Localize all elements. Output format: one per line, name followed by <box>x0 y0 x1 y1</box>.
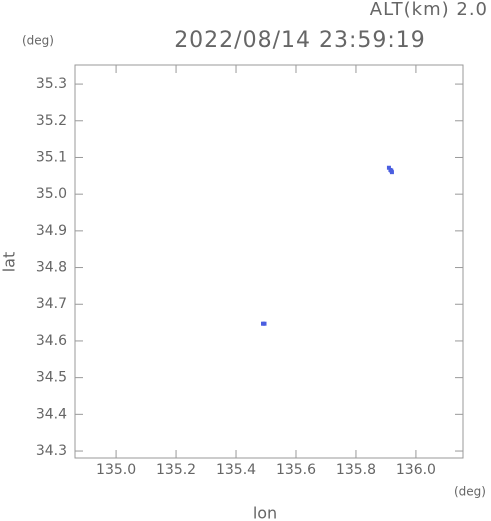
y-tick-label: 35.3 <box>36 76 67 92</box>
y-tick-label: 35.0 <box>36 186 67 202</box>
x-axis-label: lon <box>253 504 277 521</box>
y-tick-label: 34.8 <box>36 260 67 276</box>
y-tick-label: 34.5 <box>36 370 67 386</box>
x-tick-label: 135.8 <box>336 462 376 478</box>
y-unit: (deg) <box>22 34 54 48</box>
y-tick-label: 35.2 <box>36 113 67 129</box>
y-tick-label: 34.7 <box>36 296 67 312</box>
point <box>389 168 394 173</box>
y-tick-label: 34.4 <box>36 406 67 422</box>
x-tick-label: 135.2 <box>156 462 196 478</box>
point <box>262 321 267 326</box>
x-tick-label: 135.0 <box>96 462 136 478</box>
y-tick-label: 35.1 <box>36 149 67 165</box>
point <box>386 165 391 170</box>
x-tick-label: 135.4 <box>216 462 256 478</box>
x-tick-label: 135.6 <box>276 462 316 478</box>
y-tick-label: 34.6 <box>36 333 67 349</box>
y-tick-label: 34.9 <box>36 223 67 239</box>
y-axis-label: lat <box>0 252 19 273</box>
plot-frame <box>74 64 464 459</box>
y-tick-label: 34.3 <box>36 443 67 459</box>
chart-subtitle: ALT(km) 2.0 <box>370 0 488 20</box>
chart-title: 2022/08/14 23:59:19 <box>174 28 426 53</box>
x-unit: (deg) <box>454 485 486 499</box>
x-tick-label: 136.0 <box>396 462 436 478</box>
